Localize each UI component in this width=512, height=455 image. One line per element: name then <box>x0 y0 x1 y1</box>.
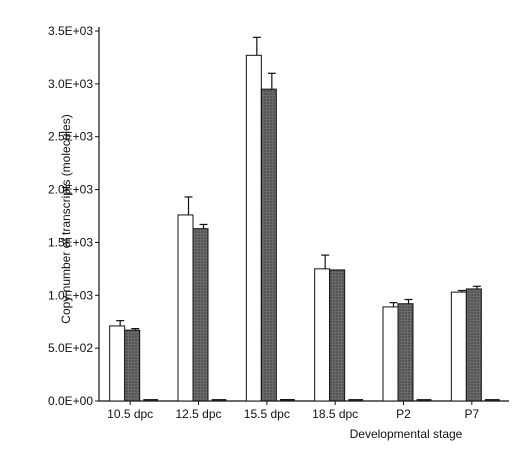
bar-series1-3 <box>314 268 331 402</box>
bar-series2-1 <box>192 228 209 402</box>
x-tick-label: 10.5 dpc <box>107 407 153 421</box>
bar-series2-5 <box>465 288 482 402</box>
bar-series2-3 <box>329 269 346 402</box>
chart-axes <box>95 27 509 405</box>
bar-series2-2 <box>260 88 277 402</box>
y-tick-label: 5.0E+02 <box>48 341 93 355</box>
bar-series3-4 <box>416 399 432 402</box>
y-tick-label: 1.5E+03 <box>48 235 93 249</box>
y-tick-label: 1.0E+03 <box>48 288 93 302</box>
chart-bars <box>109 36 500 402</box>
y-tick-label: 2.0E+03 <box>48 183 93 197</box>
bar-series1-4 <box>382 306 399 402</box>
x-tick-label: 12.5 dpc <box>175 407 221 421</box>
y-tick-label: 3.5E+03 <box>48 24 93 38</box>
bar-series1-2 <box>245 54 262 402</box>
x-tick-label: 15.5 dpc <box>244 407 290 421</box>
x-tick-label: P2 <box>396 407 411 421</box>
bar-series3-2 <box>279 399 295 402</box>
bar-series2-4 <box>397 303 414 402</box>
bar-series1-0 <box>109 325 126 402</box>
bar-series3-1 <box>211 399 227 402</box>
bar-series2-0 <box>124 329 141 402</box>
x-tick-label: P7 <box>464 407 479 421</box>
chart-labels: 0.0E+00 5.0E+02 1.0E+03 1.5E+03 2.0E+03 2.5E+… <box>48 24 480 421</box>
x-tick-label: 18.5 dpc <box>312 407 358 421</box>
y-tick-label: 2.5E+03 <box>48 130 93 144</box>
y-axis-title: Copy number of transcripts (molecules) <box>59 114 73 323</box>
bar-series1-5 <box>450 291 467 402</box>
bar-series1-1 <box>177 214 194 402</box>
bar-series3-3 <box>348 399 364 402</box>
y-tick-label: 3.0E+03 <box>48 77 93 91</box>
x-axis-title: Developmental stage <box>350 427 463 441</box>
bar-series3-0 <box>143 399 159 402</box>
y-tick-label: 0.0E+00 <box>48 394 93 408</box>
bar-series3-5 <box>484 399 500 402</box>
